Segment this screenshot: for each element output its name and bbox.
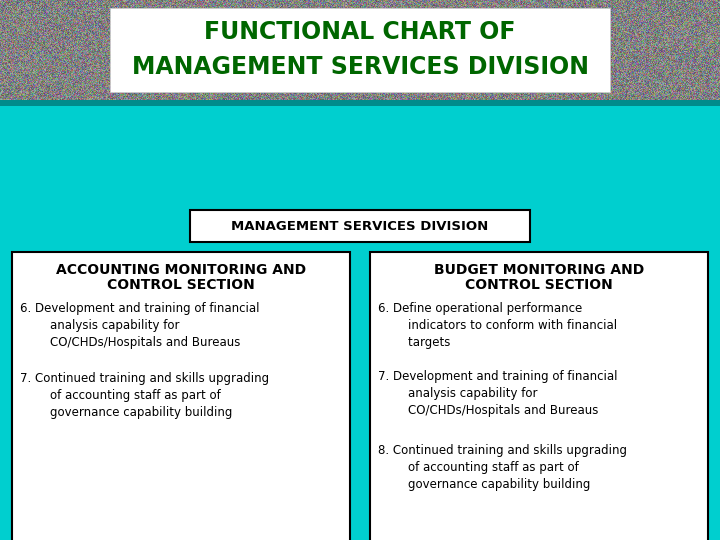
- Text: MANAGEMENT SERVICES DIVISION: MANAGEMENT SERVICES DIVISION: [132, 55, 588, 79]
- Text: MANAGEMENT SERVICES DIVISION: MANAGEMENT SERVICES DIVISION: [231, 219, 489, 233]
- FancyBboxPatch shape: [370, 252, 708, 540]
- Text: ACCOUNTING MONITORING AND: ACCOUNTING MONITORING AND: [56, 263, 306, 277]
- FancyBboxPatch shape: [0, 100, 720, 540]
- Text: FUNCTIONAL CHART OF: FUNCTIONAL CHART OF: [204, 19, 516, 44]
- FancyBboxPatch shape: [12, 252, 350, 540]
- FancyBboxPatch shape: [190, 210, 530, 242]
- Text: 7. Development and training of financial
        analysis capability for
       : 7. Development and training of financial…: [378, 370, 618, 417]
- Text: CONTROL SECTION: CONTROL SECTION: [107, 278, 255, 292]
- Text: BUDGET MONITORING AND: BUDGET MONITORING AND: [434, 263, 644, 277]
- Text: 8. Continued training and skills upgrading
        of accounting staff as part o: 8. Continued training and skills upgradi…: [378, 444, 627, 491]
- Text: 7. Continued training and skills upgrading
        of accounting staff as part o: 7. Continued training and skills upgradi…: [20, 372, 269, 419]
- FancyBboxPatch shape: [0, 100, 720, 106]
- Text: 6. Define operational performance
        indicators to conform with financial
 : 6. Define operational performance indica…: [378, 302, 617, 349]
- FancyBboxPatch shape: [110, 8, 610, 92]
- Text: 6. Development and training of financial
        analysis capability for
       : 6. Development and training of financial…: [20, 302, 259, 349]
- Text: CONTROL SECTION: CONTROL SECTION: [465, 278, 613, 292]
